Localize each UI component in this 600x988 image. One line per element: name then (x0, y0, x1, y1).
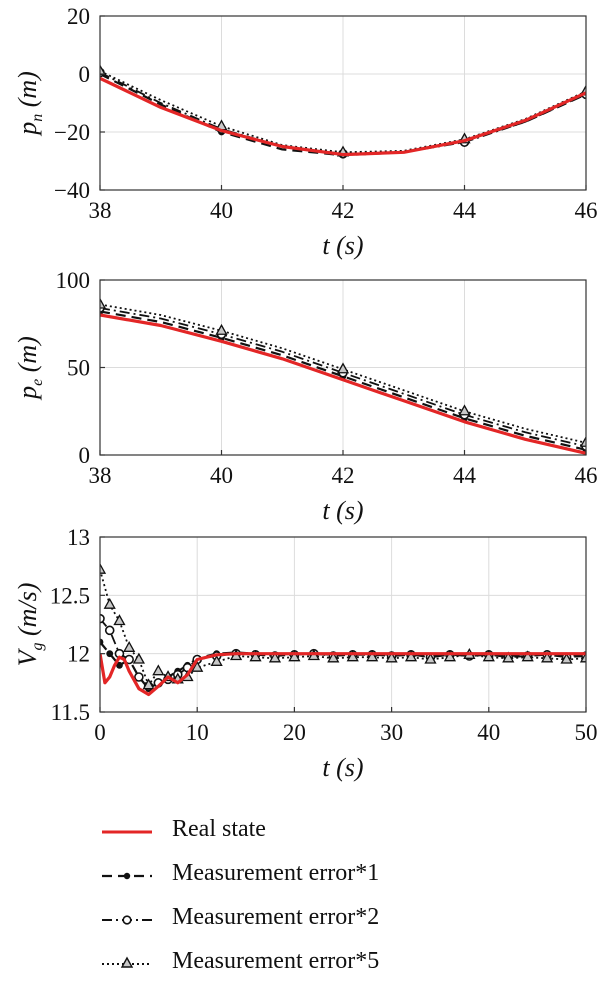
panel-pn-chart: 38 40 42 44 46 −40 −20 0 20 t (s) pn (m) (13, 4, 598, 260)
data-point (404, 650, 418, 662)
data-point (336, 362, 350, 374)
legend-item-error-5: Measurement error*5 (100, 944, 580, 988)
data-point (100, 64, 107, 76)
data-point (100, 638, 104, 646)
figure: 38 40 42 44 46 −40 −20 0 20 t (s) pn (m) 38 40 42 44 4… (13, 4, 598, 782)
x-tick-label: 38 (89, 198, 112, 223)
y-tick-label: 11.5 (51, 700, 90, 725)
series-line (100, 313, 586, 455)
data-point (268, 651, 282, 663)
x-tick-label: 40 (477, 720, 500, 745)
legend-label: Measurement error*5 (172, 948, 380, 974)
data-point (424, 652, 437, 664)
y-tick-label: −20 (54, 120, 90, 145)
legend-item-error-2: Measurement error*2 (100, 900, 580, 944)
data-point (191, 660, 204, 672)
x-tick-label: 40 (210, 463, 233, 488)
y-tick-label: 0 (79, 62, 91, 87)
data-point (116, 661, 123, 669)
data-point (132, 652, 145, 664)
x-tick-label: 44 (453, 198, 477, 223)
series-line (100, 310, 586, 451)
y-axis-label: Vg (m/s) (13, 583, 46, 667)
data-point (100, 562, 107, 574)
panel-vg-chart: 0 10 20 30 40 50 11.5 12 12.5 13 t (s) Vg (m/s) (13, 525, 598, 782)
data-point (541, 651, 554, 663)
y-tick-label: 12.5 (50, 583, 90, 608)
data-point (152, 664, 165, 676)
plot-frame (99, 536, 587, 713)
data-point (327, 651, 340, 663)
data-point (346, 650, 359, 662)
series-line (100, 76, 586, 157)
legend-label: Measurement error*1 (172, 860, 380, 886)
data-point (215, 323, 228, 335)
data-point (123, 640, 136, 652)
data-point (103, 597, 116, 609)
y-axis-label: pn (m) (13, 71, 46, 137)
data-point (142, 678, 155, 690)
data-point (249, 650, 262, 662)
data-point (288, 650, 301, 662)
panel-pe-chart: 38 40 42 44 46 0 50 100 t (s) pe (m) (13, 268, 598, 525)
data-point (579, 435, 586, 447)
series-line (100, 307, 586, 448)
series-group (100, 297, 586, 455)
x-axis-label: t (s) (322, 496, 363, 525)
x-tick-label: 46 (575, 198, 598, 223)
x-tick-label: 0 (94, 720, 106, 745)
y-tick-label: 13 (67, 525, 90, 550)
data-point (502, 651, 515, 663)
data-point (366, 650, 379, 662)
plot-area (100, 537, 586, 712)
data-point (113, 614, 126, 626)
data-point (100, 613, 105, 624)
x-tick-label: 42 (332, 198, 355, 223)
x-axis-label: t (s) (322, 231, 363, 260)
data-point (385, 651, 398, 663)
y-tick-label: −40 (54, 178, 90, 203)
legend-item-error-1: Measurement error*1 (100, 856, 580, 900)
y-axis-label: pe (m) (13, 336, 46, 401)
legend-swatch-error-2 (102, 915, 152, 925)
legend-swatch-error-1 (102, 872, 152, 880)
y-tick-label: 20 (67, 4, 90, 29)
x-tick-label: 42 (332, 463, 355, 488)
legend: Real state Measurement error*1 Measureme… (100, 812, 580, 988)
data-point (560, 652, 573, 664)
legend-label: Real state (172, 816, 266, 842)
data-point (210, 654, 223, 666)
legend-swatch-error-5 (102, 956, 152, 968)
data-point (104, 625, 115, 636)
x-tick-label: 50 (575, 720, 598, 745)
y-tick-label: 50 (67, 356, 90, 381)
legend-swatch-real-state (102, 830, 152, 834)
x-tick-label: 46 (575, 463, 598, 488)
data-point (579, 651, 586, 663)
x-tick-label: 20 (283, 720, 306, 745)
series-line (100, 652, 586, 697)
y-tick-label: 12 (67, 642, 90, 667)
x-tick-label: 30 (380, 720, 403, 745)
data-point (134, 672, 144, 682)
x-tick-label: 10 (186, 720, 209, 745)
legend-label: Measurement error*2 (172, 904, 380, 930)
data-point (100, 297, 107, 309)
data-point (106, 650, 114, 658)
x-tick-label: 38 (89, 463, 112, 488)
x-axis-label: t (s) (322, 753, 363, 782)
legend-item-real-state: Real state (100, 812, 580, 856)
x-tick-label: 44 (453, 463, 477, 488)
data-point (443, 650, 457, 662)
series-group (100, 562, 586, 697)
y-tick-label: 100 (56, 268, 91, 293)
data-point (521, 650, 534, 662)
y-tick-label: 0 (79, 443, 91, 468)
data-point (482, 650, 495, 662)
data-point (458, 404, 471, 416)
x-tick-label: 40 (210, 198, 233, 223)
